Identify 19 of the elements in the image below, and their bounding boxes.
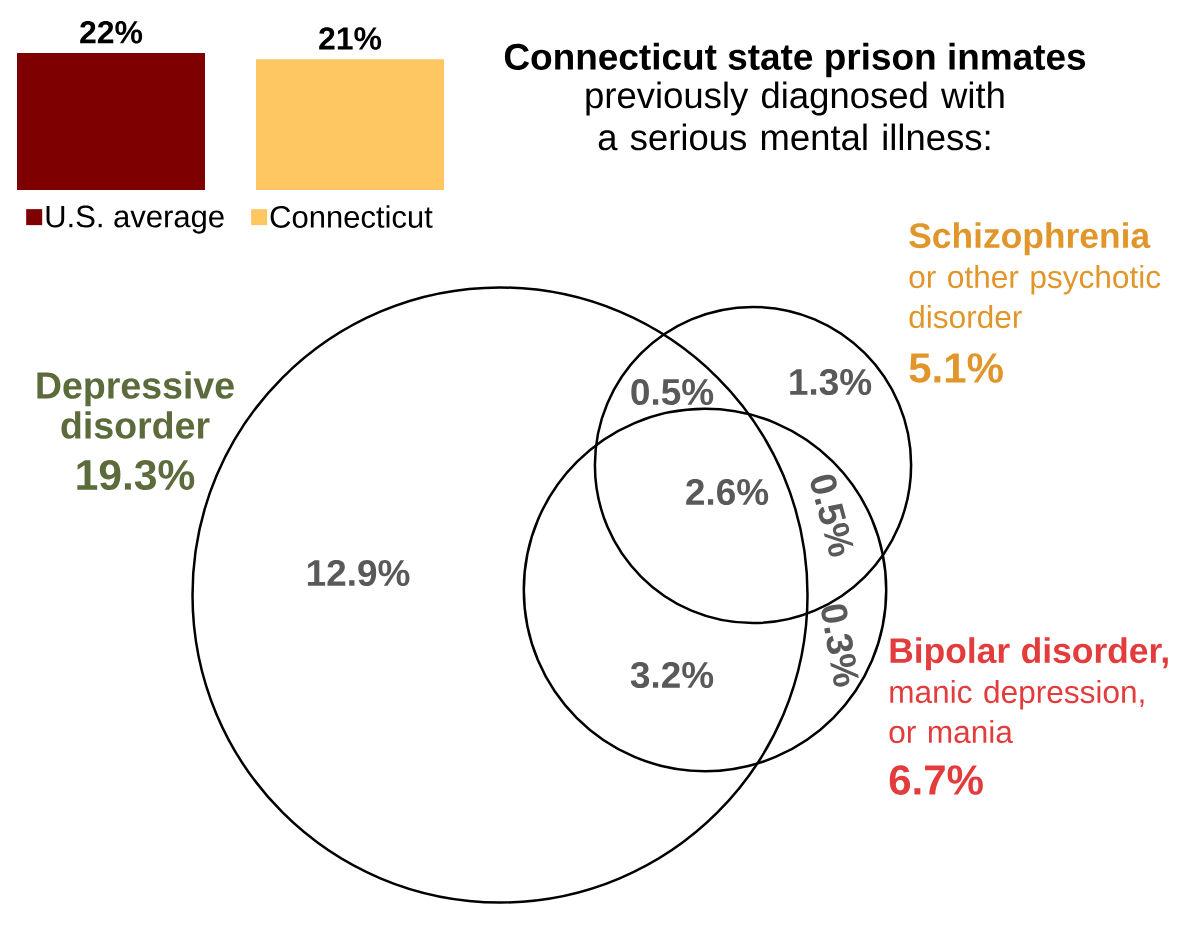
legend-label: U.S. average xyxy=(46,205,224,234)
category-label: Depressive disorder xyxy=(37,371,234,439)
text: 12.9% xyxy=(307,559,410,587)
data-label: 6.7% xyxy=(889,765,983,795)
category-label: Schizophrenia or other psychotic disorder xyxy=(909,222,1161,329)
data-label: 19.3% xyxy=(77,459,195,491)
data-label: 22% xyxy=(80,20,143,44)
text: 0.5% xyxy=(631,378,714,406)
data-label: 5.1% xyxy=(909,353,1003,383)
text: 3.2% xyxy=(630,661,714,689)
text: 2.6% xyxy=(686,478,769,506)
text: 0.3% xyxy=(821,604,859,687)
text: 1.3% xyxy=(790,368,872,396)
data-label: 21% xyxy=(319,27,382,50)
text: Connecticut state prison inmates xyxy=(504,42,1086,78)
text: 0.5% xyxy=(810,474,854,557)
text: previously diagnosed with a serious mental illness: xyxy=(586,81,1004,151)
category-label: Bipolar disorder, manic depression, or mania xyxy=(889,637,1168,744)
legend-label: Connecticut xyxy=(270,205,433,228)
